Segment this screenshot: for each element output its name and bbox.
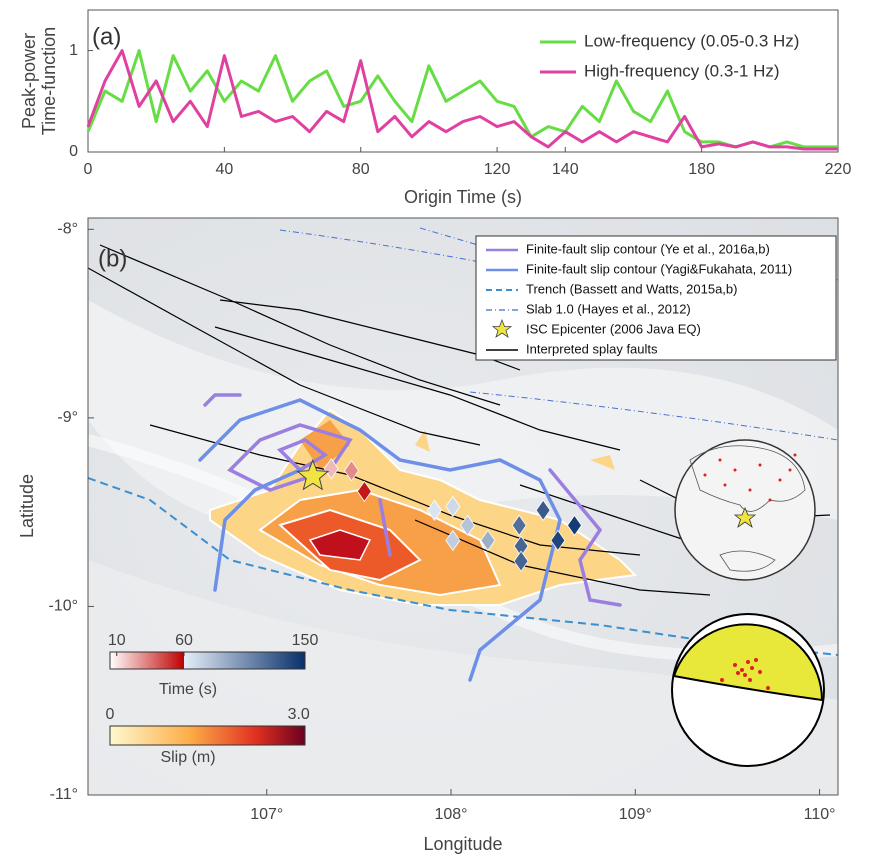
colorbar-tick-label: 150 xyxy=(292,632,319,649)
x-tick-label: 0 xyxy=(84,161,93,178)
epicenter xyxy=(296,458,330,491)
focal-mechanism xyxy=(671,613,825,767)
x-tick-label: 107° xyxy=(250,806,283,823)
plot-frame-b xyxy=(87,217,839,796)
rupture-diamond xyxy=(511,514,527,537)
colorbar-tick-label: 3.0 xyxy=(288,706,310,723)
y-axis-label: Latitude xyxy=(17,474,37,538)
x-tick-label: 220 xyxy=(825,161,852,178)
rupture-diamond xyxy=(460,514,476,537)
rupture-diamond xyxy=(513,550,529,572)
y-tick-label: -9° xyxy=(57,409,78,426)
legend-label: Interpreted splay faults xyxy=(526,341,658,356)
rupture-diamond xyxy=(566,514,582,537)
legend-label: Trench (Bassett and Watts, 2015a,b) xyxy=(526,281,737,296)
legend-box xyxy=(475,235,837,361)
x-tick-label: 108° xyxy=(434,806,467,823)
colorbar-tick-label: 10 xyxy=(108,632,126,649)
legend-label: High-frequency (0.3-1 Hz) xyxy=(584,61,780,80)
colorbar-time xyxy=(109,651,306,670)
data-line xyxy=(86,49,838,151)
data-line xyxy=(86,49,838,149)
y-tick-label: -10° xyxy=(48,598,78,615)
y-axis-label: Peak-power xyxy=(19,33,39,129)
y-axis-label: Time-function xyxy=(39,27,59,135)
rupture-diamond xyxy=(344,459,360,482)
rupture-diamond xyxy=(323,458,339,480)
globe-inset xyxy=(674,439,816,581)
panel-label: (a) xyxy=(92,23,121,50)
y-tick-label: -11° xyxy=(50,786,78,803)
x-tick-label: 80 xyxy=(352,161,370,178)
legend-label: ISC Epicenter (2006 Java EQ) xyxy=(526,321,701,336)
x-tick-label: 109° xyxy=(619,806,652,823)
x-tick-label: 110° xyxy=(804,806,836,823)
x-axis-label: Longitude xyxy=(423,834,502,854)
legend-label: Finite-fault slip contour (Yagi&Fukahata… xyxy=(526,261,792,276)
x-tick-label: 40 xyxy=(215,161,233,178)
colorbar-tick-label: 0 xyxy=(106,706,115,723)
rupture-diamond xyxy=(426,499,442,521)
rupture-diamond xyxy=(445,495,461,518)
x-axis-label: Origin Time (s) xyxy=(404,187,522,207)
panel-label: (b) xyxy=(98,245,127,272)
colorbar-tick-label: 60 xyxy=(175,632,193,649)
colorbar-label: Time (s) xyxy=(159,681,217,698)
rupture-diamond xyxy=(445,529,461,552)
legend-keys xyxy=(486,248,518,351)
x-tick-label: 140 xyxy=(552,161,579,178)
colorbar-slip xyxy=(109,725,306,746)
y-tick-label: 0 xyxy=(69,143,78,160)
legend-label: Finite-fault slip contour (Ye et al., 20… xyxy=(526,241,770,256)
legend-label: Low-frequency (0.05-0.3 Hz) xyxy=(584,31,799,50)
rupture-diamond xyxy=(356,480,372,503)
rupture-diamond xyxy=(480,529,496,552)
y-tick-label: -8° xyxy=(57,221,78,238)
rupture-diamond xyxy=(535,499,551,521)
legend-label: Slab 1.0 (Hayes et al., 2012) xyxy=(526,301,691,316)
rupture-diamond xyxy=(550,529,566,552)
y-tick-label: 1 xyxy=(69,42,78,59)
colorbar-label: Slip (m) xyxy=(160,749,215,766)
x-tick-label: 180 xyxy=(688,161,715,178)
x-tick-label: 120 xyxy=(484,161,511,178)
